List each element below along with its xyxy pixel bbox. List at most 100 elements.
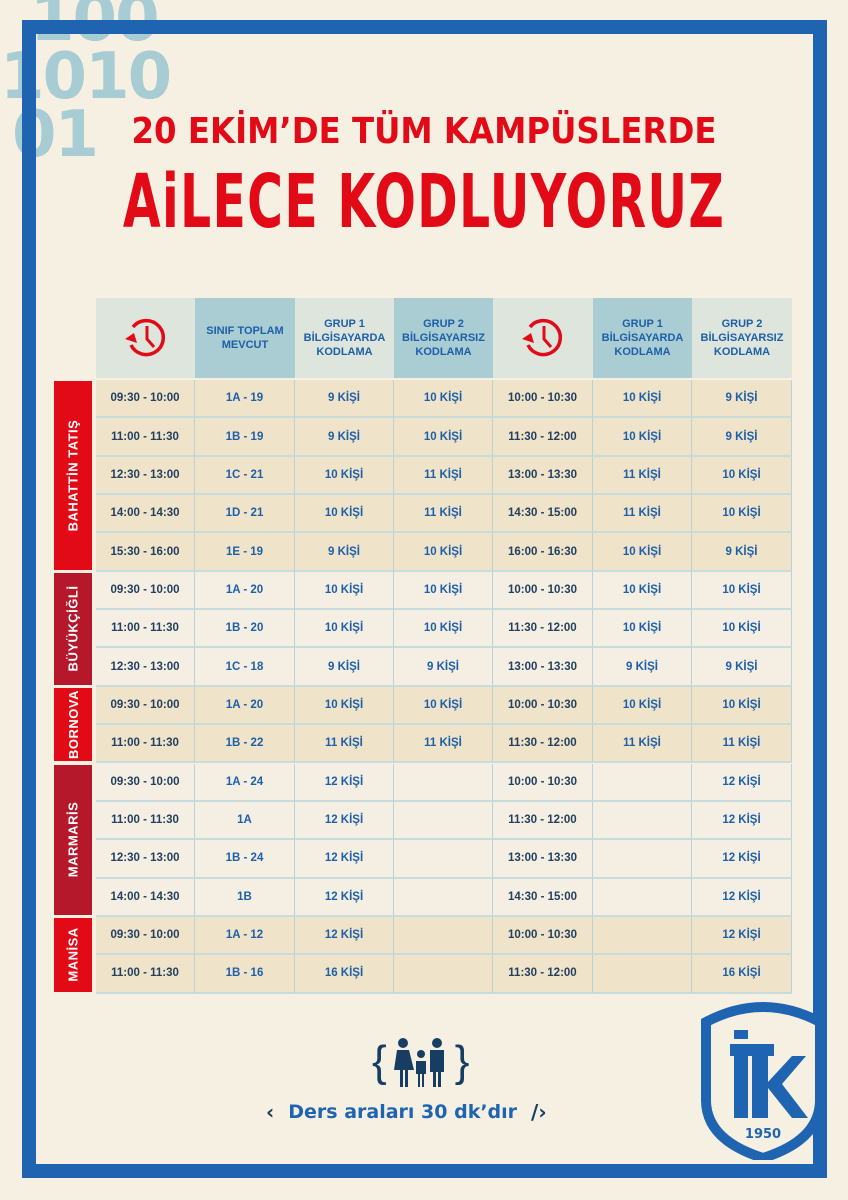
count-cell: 10 KİŞİ [394, 418, 493, 457]
count-cell: 10 KİŞİ [394, 686, 493, 726]
column-header: GRUP 1 BİLGİSAYARDA KODLAMA [593, 298, 692, 378]
class-cell: 1A - 24 [195, 763, 295, 802]
clock-icon [96, 298, 195, 378]
time-cell: 11:00 - 11:30 [96, 955, 195, 994]
campus-name: BAHATTİN TATIŞ [65, 419, 81, 532]
count-cell: 11 KİŞİ [593, 495, 692, 534]
count-cell: 10 KİŞİ [295, 686, 394, 726]
time-cell: 11:00 - 11:30 [96, 610, 195, 649]
count-cell [593, 763, 692, 802]
time-cell: 09:30 - 10:00 [96, 686, 195, 726]
class-cell: 1A - 19 [195, 380, 295, 419]
count-cell: 16 KİŞİ [692, 955, 792, 994]
time-cell: 13:00 - 13:30 [493, 840, 593, 879]
count-cell [394, 878, 493, 917]
count-cell: 10 KİŞİ [295, 456, 394, 496]
class-cell: 1C - 18 [195, 648, 295, 687]
time-cell: 11:00 - 11:30 [96, 801, 195, 841]
poster-frame [22, 20, 827, 1178]
time-cell: 11:30 - 12:00 [493, 955, 593, 994]
school-logo: 1950 [701, 1002, 825, 1160]
time-cell: 09:30 - 10:00 [96, 763, 195, 802]
count-cell: 9 KİŞİ [295, 533, 394, 572]
class-cell: 1B - 16 [195, 955, 295, 994]
count-cell: 11 KİŞİ [593, 725, 692, 764]
time-cell: 10:00 - 10:30 [493, 571, 593, 611]
count-cell: 10 KİŞİ [394, 533, 493, 572]
time-cell: 09:30 - 10:00 [96, 571, 195, 611]
count-cell: 12 KİŞİ [295, 801, 394, 841]
chevron-left-icon: ‹ [266, 1100, 275, 1124]
column-header: GRUP 2 BİLGİSAYARSIZ KODLAMA [692, 298, 792, 378]
count-cell [394, 763, 493, 802]
class-cell: 1B - 20 [195, 610, 295, 649]
count-cell [394, 840, 493, 879]
campus-name: MARMARİS [65, 801, 81, 878]
count-cell [394, 916, 493, 956]
time-cell: 09:30 - 10:00 [96, 916, 195, 956]
count-cell: 9 KİŞİ [295, 418, 394, 457]
campus-label: BORNOVA [54, 687, 92, 762]
count-cell: 9 KİŞİ [295, 648, 394, 687]
time-cell: 14:30 - 15:00 [493, 878, 593, 917]
count-cell: 12 KİŞİ [295, 840, 394, 879]
break-note-text: Ders araları 30 dk’dır [288, 1101, 518, 1123]
count-cell: 12 KİŞİ [692, 878, 792, 917]
class-cell: 1E - 19 [195, 533, 295, 572]
family-code-icon: { } [372, 1037, 470, 1087]
time-cell: 10:00 - 10:30 [493, 686, 593, 726]
count-cell: 10 KİŞİ [394, 571, 493, 611]
count-cell: 9 KİŞİ [692, 380, 792, 419]
class-cell: 1A [195, 801, 295, 841]
code-close-icon: /› [531, 1100, 547, 1124]
count-cell: 9 KİŞİ [692, 418, 792, 457]
class-cell: 1A - 20 [195, 571, 295, 611]
clock-icon [493, 298, 593, 378]
campus-label: BÜYÜKÇİĞLİ [54, 572, 92, 685]
count-cell [593, 801, 692, 841]
count-cell: 10 KİŞİ [692, 571, 792, 611]
class-cell: 1B [195, 878, 295, 917]
count-cell: 9 KİŞİ [692, 533, 792, 572]
column-header: SINIF TOPLAM MEVCUT [195, 298, 295, 378]
time-cell: 10:00 - 10:30 [493, 763, 593, 802]
count-cell: 9 KİŞİ [394, 648, 493, 687]
page-title: AiLECE KODLUYORUZ [122, 159, 726, 245]
logo-year: 1950 [745, 1127, 781, 1142]
break-note: ‹ Ders araları 30 dk’dır /› [266, 1100, 547, 1124]
count-cell: 12 KİŞİ [692, 840, 792, 879]
class-cell: 1A - 12 [195, 916, 295, 956]
count-cell: 11 KİŞİ [593, 456, 692, 496]
campus-label: MARMARİS [54, 764, 92, 915]
class-cell: 1A - 20 [195, 686, 295, 726]
count-cell: 10 KİŞİ [593, 533, 692, 572]
count-cell: 12 KİŞİ [295, 763, 394, 802]
count-cell: 9 KİŞİ [692, 648, 792, 687]
count-cell [593, 840, 692, 879]
count-cell [394, 955, 493, 994]
time-cell: 12:30 - 13:00 [96, 648, 195, 687]
count-cell: 10 KİŞİ [692, 495, 792, 534]
campus-name: BORNOVA [65, 690, 81, 760]
count-cell: 10 KİŞİ [692, 686, 792, 726]
column-header: GRUP 2 BİLGİSAYARSIZ KODLAMA [394, 298, 493, 378]
campus-name: MANİSA [65, 927, 81, 982]
count-cell: 10 KİŞİ [593, 571, 692, 611]
time-cell: 13:00 - 13:30 [493, 456, 593, 496]
count-cell: 10 KİŞİ [692, 456, 792, 496]
count-cell: 11 KİŞİ [394, 495, 493, 534]
time-cell: 09:30 - 10:00 [96, 380, 195, 419]
count-cell: 11 KİŞİ [394, 725, 493, 764]
class-cell: 1D - 21 [195, 495, 295, 534]
campus-label: BAHATTİN TATIŞ [54, 381, 92, 570]
time-cell: 10:00 - 10:30 [493, 380, 593, 419]
count-cell: 10 KİŞİ [593, 380, 692, 419]
time-cell: 10:00 - 10:30 [493, 916, 593, 956]
count-cell: 10 KİŞİ [692, 610, 792, 649]
class-cell: 1B - 19 [195, 418, 295, 457]
time-cell: 11:30 - 12:00 [493, 801, 593, 841]
count-cell [593, 878, 692, 917]
time-cell: 14:00 - 14:30 [96, 495, 195, 534]
column-header: GRUP 1 BİLGİSAYARDA KODLAMA [295, 298, 394, 378]
time-cell: 14:30 - 15:00 [493, 495, 593, 534]
